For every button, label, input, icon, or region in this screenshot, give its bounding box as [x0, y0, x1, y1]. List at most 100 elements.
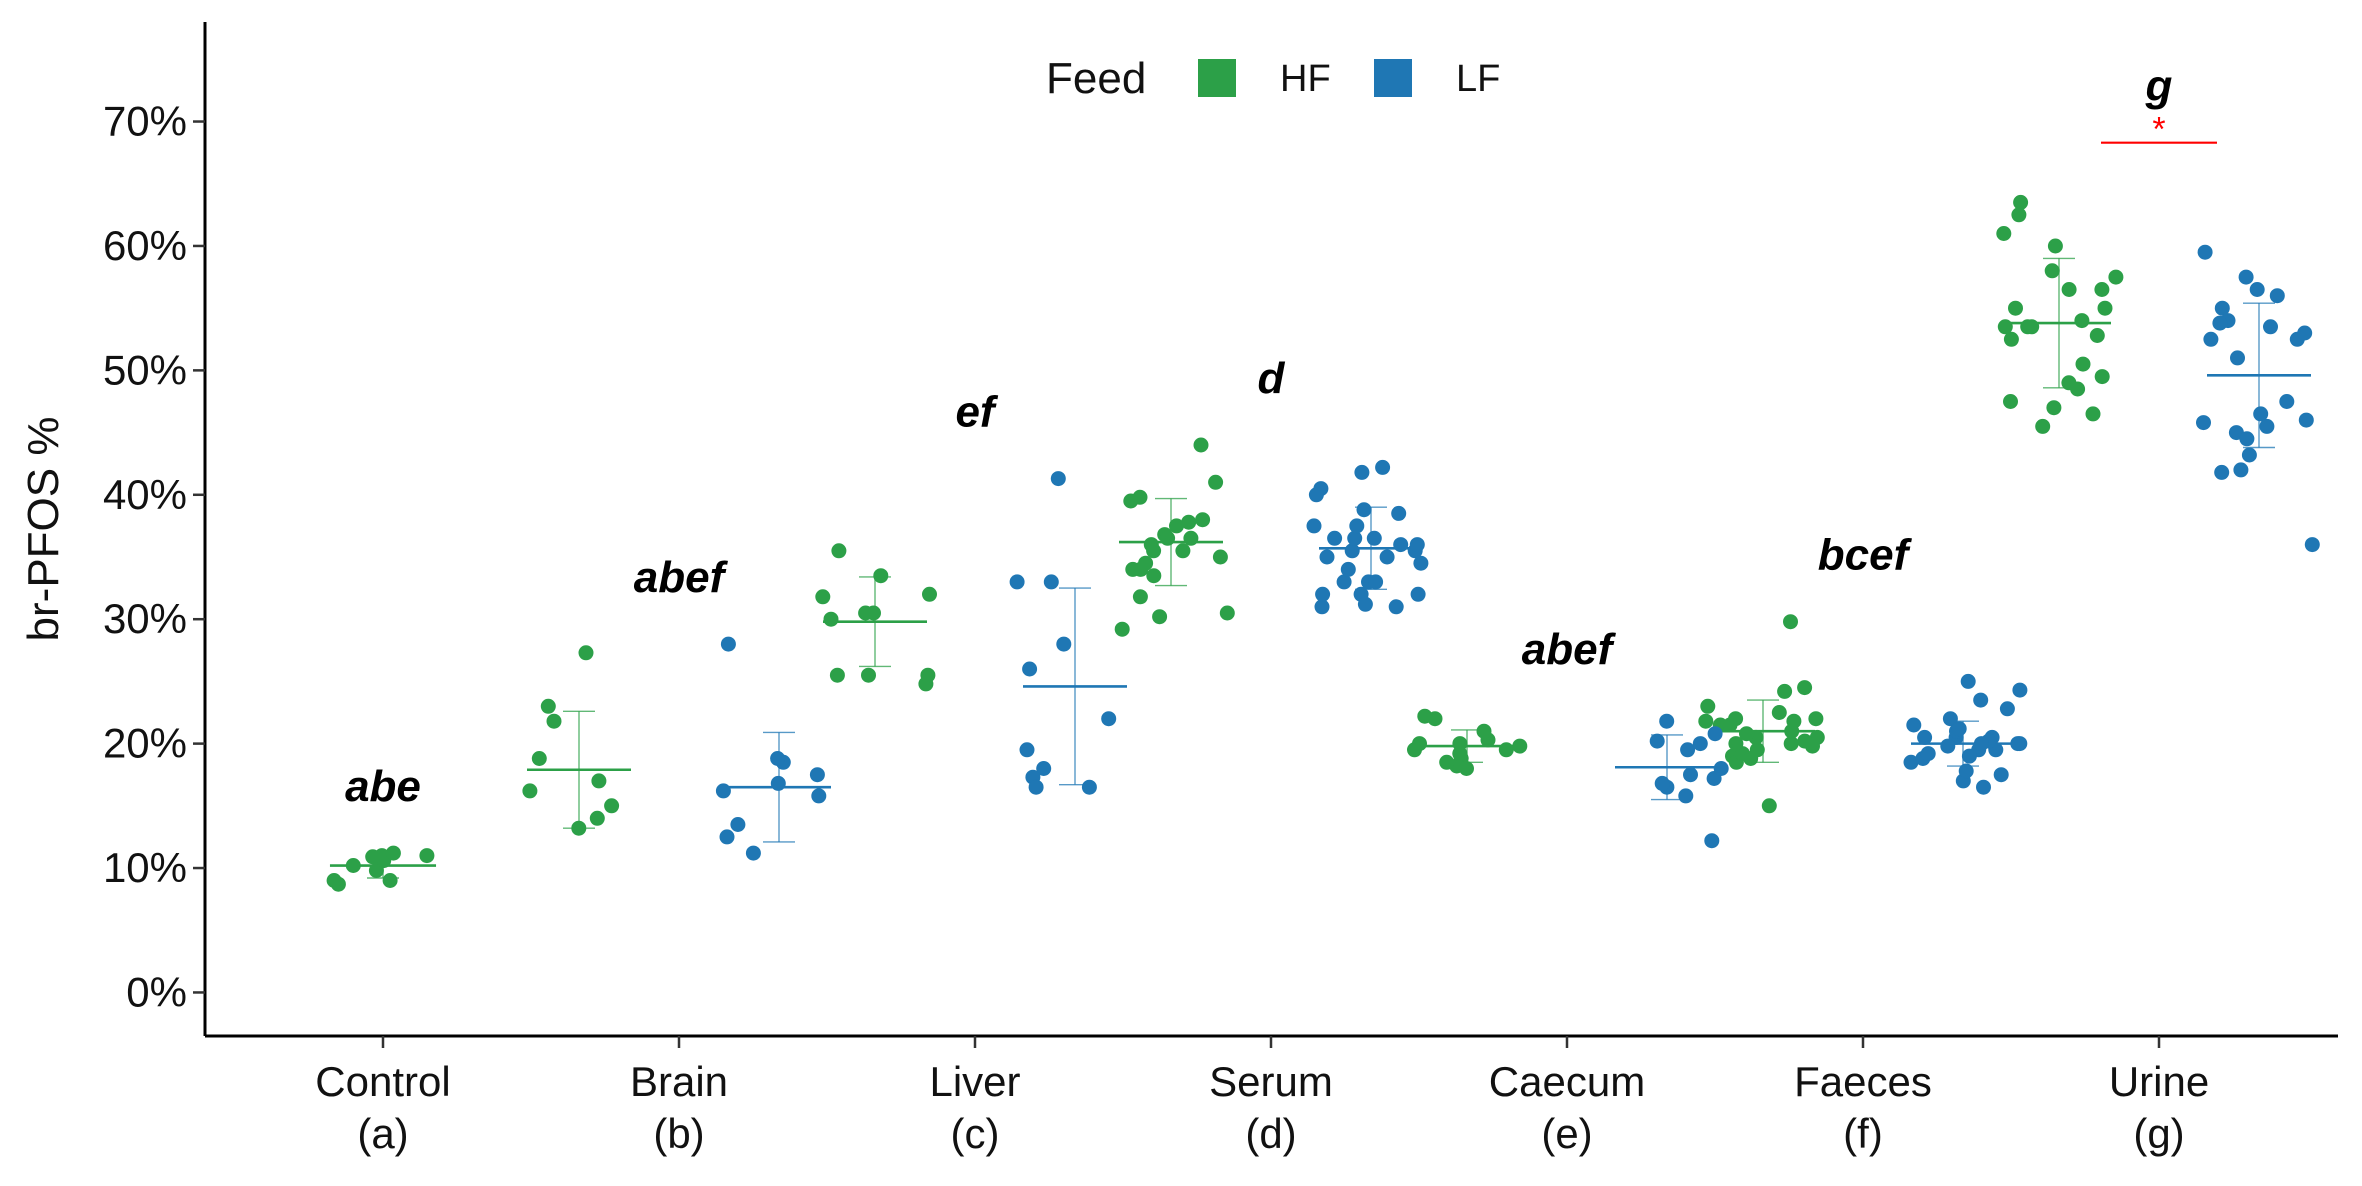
data-point: [1797, 733, 1813, 749]
data-point: [2108, 269, 2124, 285]
data-point: [1659, 713, 1675, 729]
data-point: [2269, 288, 2285, 304]
data-point: [571, 820, 587, 836]
data-point: [1160, 530, 1176, 546]
data-point: [1722, 717, 1738, 733]
data-point: [1903, 754, 1919, 770]
data-point: [1427, 711, 1443, 727]
legend-swatch: [1374, 59, 1412, 97]
data-point: [1783, 614, 1798, 630]
data-point: [1996, 226, 2012, 241]
data-point: [1700, 698, 1716, 714]
data-point: [1961, 748, 1977, 764]
data-point: [1704, 833, 1720, 849]
data-point: [1999, 701, 2015, 717]
data-point: [770, 775, 786, 791]
y-tick-label: 10%: [103, 844, 187, 891]
data-point: [1476, 723, 1492, 739]
data-point: [2003, 394, 2018, 409]
data-point: [365, 849, 381, 865]
data-point: [1315, 586, 1331, 602]
x-tick-sublabel: (d): [1245, 1110, 1296, 1157]
data-point: [1917, 729, 1933, 745]
data-point: [720, 636, 736, 652]
data-point: [1183, 530, 1199, 546]
data-point: [1761, 798, 1777, 814]
data-point: [829, 667, 845, 683]
data-point: [2297, 325, 2313, 341]
x-tick-sublabel: (f): [1843, 1110, 1883, 1157]
data-point: [1739, 726, 1754, 742]
data-point: [1379, 549, 1395, 565]
group-letter: abe: [345, 762, 421, 811]
data-point: [1960, 673, 1976, 689]
group-labels: abe abef ef d abef bcef g*: [345, 62, 2217, 811]
data-point: [1181, 514, 1197, 530]
x-tick-sublabel: (a): [357, 1110, 408, 1157]
data-point: [531, 751, 547, 766]
data-point: [1692, 736, 1708, 752]
data-point: [1354, 464, 1370, 480]
data-point: [1056, 636, 1072, 652]
data-point: [1344, 543, 1360, 559]
data-point: [1654, 775, 1670, 791]
data-point: [1193, 437, 1209, 453]
data-point: [1114, 621, 1130, 637]
data-point: [1783, 736, 1799, 752]
data-point: [540, 698, 556, 714]
data-point: [1459, 761, 1474, 776]
data-point: [1743, 751, 1759, 766]
data-point: [1391, 505, 1407, 521]
data-point: [1375, 459, 1391, 475]
x-tick-label: Control: [315, 1058, 450, 1105]
data-point: [546, 713, 562, 729]
data-point: [1208, 474, 1224, 490]
data-point: [1368, 574, 1384, 590]
data-point: [2010, 736, 2026, 752]
data-point: [1797, 680, 1813, 696]
data-point: [1498, 742, 1514, 758]
data-point: [2230, 350, 2245, 366]
data-point: [719, 829, 735, 845]
legend-title: Feed: [1046, 54, 1146, 103]
data-point: [1973, 736, 1989, 752]
data-point: [2008, 300, 2023, 316]
data-point: [861, 667, 876, 683]
data-point: [745, 845, 761, 861]
data-point: [1920, 746, 1936, 762]
data-point: [578, 645, 594, 661]
x-tick-label: Caecum: [1489, 1058, 1645, 1105]
data-point: [811, 788, 827, 804]
y-tick-label: 50%: [103, 346, 187, 393]
axes: 0% 10% 20% 30% 40% 50% 60% 70% br-PFOS % Control (…: [19, 22, 2338, 1157]
data-point: [522, 783, 538, 799]
data-point: [2035, 418, 2051, 434]
data-point: [345, 858, 361, 873]
data-point: [1340, 561, 1356, 577]
data-point: [1413, 555, 1429, 571]
data-point: [1388, 599, 1404, 615]
data-point: [1410, 586, 1426, 602]
data-point: [2214, 300, 2230, 316]
data-point: [815, 589, 831, 605]
data-point: [591, 773, 607, 789]
data-point: [2197, 244, 2213, 260]
data-point: [2233, 462, 2249, 478]
data-point: [1452, 736, 1468, 752]
data-point: [1777, 683, 1793, 699]
data-point: [873, 568, 889, 584]
data-point: [831, 543, 847, 559]
data-point: [1366, 530, 1382, 546]
data-point: [715, 783, 731, 799]
legend-label: LF: [1456, 58, 1500, 100]
data-points: [326, 194, 2320, 892]
data-point: [1169, 518, 1184, 534]
data-point: [1771, 705, 1787, 720]
data-point: [730, 817, 746, 832]
data-point: [326, 873, 342, 888]
data-point: [1219, 605, 1235, 621]
x-tick-label: Urine: [2109, 1058, 2209, 1105]
data-point: [382, 873, 398, 888]
x-tick-sublabel: (b): [653, 1110, 704, 1157]
data-point: [1784, 723, 1800, 739]
